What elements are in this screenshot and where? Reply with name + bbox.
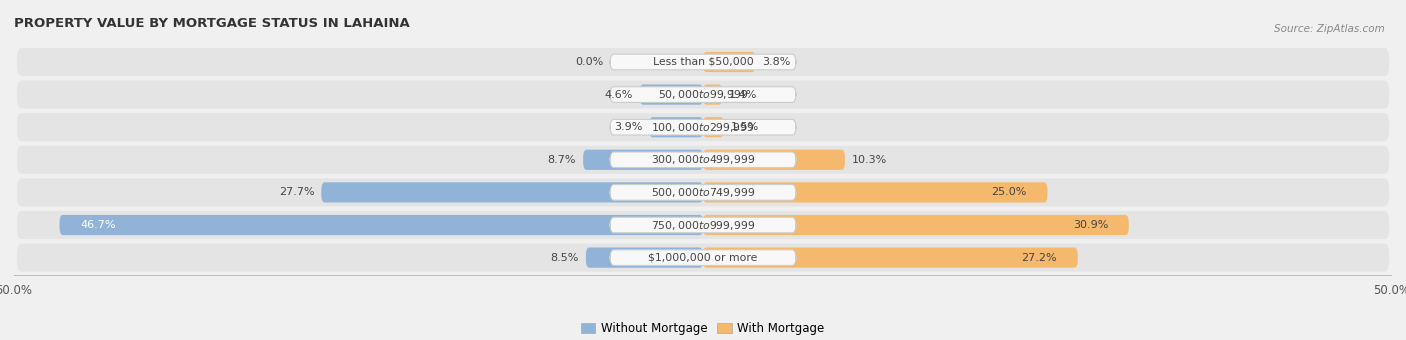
FancyBboxPatch shape <box>17 178 1389 206</box>
FancyBboxPatch shape <box>610 152 796 168</box>
Text: 0.0%: 0.0% <box>575 57 603 67</box>
FancyBboxPatch shape <box>703 248 1078 268</box>
FancyBboxPatch shape <box>703 182 1047 203</box>
FancyBboxPatch shape <box>703 84 723 105</box>
Text: 4.6%: 4.6% <box>605 90 633 100</box>
Text: 1.5%: 1.5% <box>731 122 759 132</box>
FancyBboxPatch shape <box>703 150 845 170</box>
FancyBboxPatch shape <box>703 215 1129 235</box>
FancyBboxPatch shape <box>640 84 703 105</box>
FancyBboxPatch shape <box>17 48 1389 76</box>
Text: $300,000 to $499,999: $300,000 to $499,999 <box>651 153 755 166</box>
FancyBboxPatch shape <box>610 185 796 200</box>
Text: 27.7%: 27.7% <box>278 187 315 198</box>
FancyBboxPatch shape <box>17 81 1389 108</box>
Text: 46.7%: 46.7% <box>80 220 115 230</box>
FancyBboxPatch shape <box>17 243 1389 272</box>
Text: 3.9%: 3.9% <box>614 122 643 132</box>
FancyBboxPatch shape <box>650 117 703 137</box>
Text: 3.8%: 3.8% <box>762 57 790 67</box>
FancyBboxPatch shape <box>610 54 796 70</box>
Text: 8.7%: 8.7% <box>548 155 576 165</box>
Text: 27.2%: 27.2% <box>1022 253 1057 262</box>
FancyBboxPatch shape <box>17 146 1389 174</box>
Text: 10.3%: 10.3% <box>852 155 887 165</box>
Text: PROPERTY VALUE BY MORTGAGE STATUS IN LAHAINA: PROPERTY VALUE BY MORTGAGE STATUS IN LAH… <box>14 17 409 30</box>
Text: $100,000 to $299,999: $100,000 to $299,999 <box>651 121 755 134</box>
Text: 8.5%: 8.5% <box>551 253 579 262</box>
FancyBboxPatch shape <box>59 215 703 235</box>
FancyBboxPatch shape <box>610 119 796 135</box>
Text: 30.9%: 30.9% <box>1073 220 1108 230</box>
FancyBboxPatch shape <box>17 211 1389 239</box>
FancyBboxPatch shape <box>322 182 703 203</box>
Text: Less than $50,000: Less than $50,000 <box>652 57 754 67</box>
Text: 25.0%: 25.0% <box>991 187 1026 198</box>
Legend: Without Mortgage, With Mortgage: Without Mortgage, With Mortgage <box>576 317 830 340</box>
FancyBboxPatch shape <box>586 248 703 268</box>
Text: 1.4%: 1.4% <box>730 90 758 100</box>
FancyBboxPatch shape <box>703 52 755 72</box>
FancyBboxPatch shape <box>17 113 1389 141</box>
Text: $1,000,000 or more: $1,000,000 or more <box>648 253 758 262</box>
Text: $500,000 to $749,999: $500,000 to $749,999 <box>651 186 755 199</box>
Text: Source: ZipAtlas.com: Source: ZipAtlas.com <box>1274 24 1385 34</box>
FancyBboxPatch shape <box>610 250 796 266</box>
FancyBboxPatch shape <box>583 150 703 170</box>
FancyBboxPatch shape <box>610 87 796 102</box>
FancyBboxPatch shape <box>703 117 724 137</box>
Text: $750,000 to $999,999: $750,000 to $999,999 <box>651 219 755 232</box>
FancyBboxPatch shape <box>610 217 796 233</box>
Text: $50,000 to $99,999: $50,000 to $99,999 <box>658 88 748 101</box>
